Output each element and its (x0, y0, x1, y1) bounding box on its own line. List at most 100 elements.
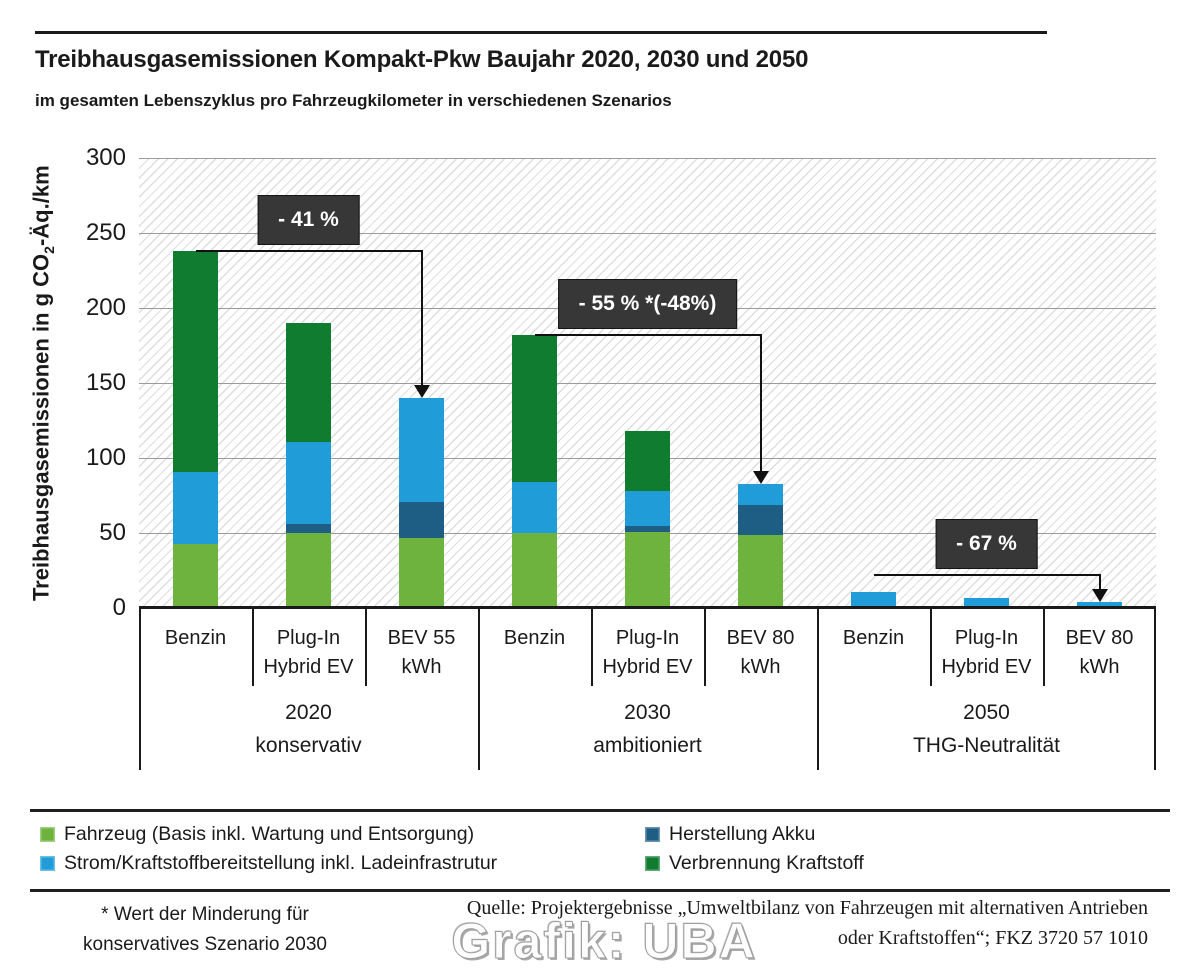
bar-segment-akku (399, 501, 444, 538)
gridline (139, 158, 1156, 159)
bar-segment-verbrennung (286, 323, 331, 442)
source-credit: Quelle: Projektergebnisse „Umweltbilanz … (378, 893, 1148, 953)
legend-item-verbrennung: Verbrennung Kraftstoff (645, 852, 1170, 875)
group-border-line (478, 608, 480, 770)
bar-segment-strom (625, 491, 670, 526)
source-line-2: oder Kraftstoffen“; FKZ 3720 57 1010 (837, 927, 1148, 949)
vehicle-label-line: Hybrid EV (941, 656, 1032, 678)
legend-swatch-strom (40, 856, 55, 871)
vehicle-divider-line (1043, 608, 1045, 686)
header-rule (35, 31, 1047, 34)
legend-separator-bottom (30, 889, 1170, 892)
scenario-label: 2030 ambitioniert (478, 686, 817, 770)
bar-segment-strom (738, 483, 783, 505)
legend-label: Verbrennung Kraftstoff (669, 852, 864, 874)
bar-segment-fahrzeug (173, 543, 218, 608)
vehicle-label: BEV 80 kWh (704, 608, 817, 686)
legend: Fahrzeug (Basis inkl. Wartung und Entsor… (40, 820, 1170, 878)
annotation-arrow-line (873, 574, 1101, 576)
legend-swatch-verbrennung (645, 856, 660, 871)
vehicle-label-line: Plug-In (954, 627, 1019, 649)
footnote-line-2: konservatives Szenario 2030 (83, 934, 327, 955)
y-tick-label: 300 (85, 144, 126, 171)
watermark: Grafik: UBA (451, 913, 757, 970)
vehicle-label-line: kWh (1079, 656, 1120, 678)
group-border-line (1154, 608, 1156, 770)
annotation-label: - 41 % (257, 195, 360, 245)
legend-separator-top (30, 809, 1170, 812)
gridline (139, 383, 1156, 384)
annotation-arrowhead (1091, 589, 1108, 602)
bar-segment-akku (738, 504, 783, 535)
bar-segment-verbrennung (625, 431, 670, 491)
vehicle-label-line: Benzin (503, 627, 566, 649)
bar-segment-strom (512, 482, 557, 533)
vehicle-divider-line (591, 608, 593, 686)
annotation-arrow-line (195, 250, 423, 252)
bar-segment-fahrzeug (512, 533, 557, 608)
scenario-label-line: 2020 (285, 701, 332, 724)
vehicle-label-line: kWh (401, 656, 442, 678)
scenario-label-line: ambitioniert (593, 734, 702, 757)
vehicle-label-line: Plug-In (615, 627, 680, 649)
x-axis-line (139, 606, 1156, 609)
vehicle-label: Plug-In Hybrid EV (930, 608, 1043, 686)
bar-segment-fahrzeug (738, 534, 783, 608)
vehicle-label: Plug-In Hybrid EV (591, 608, 704, 686)
bar-segment-fahrzeug (286, 533, 331, 608)
annotation-arrow-line (534, 334, 762, 336)
vehicle-label-line: Hybrid EV (602, 656, 693, 678)
bar-segment-fahrzeug (399, 537, 444, 608)
bar-segment-strom (286, 441, 331, 524)
group-border-line (139, 608, 141, 770)
scenario-label: 2050 THG-Neutralität (817, 686, 1156, 770)
chart-title: Treibhausgasemissionen Kompakt-Pkw Bauja… (35, 46, 809, 73)
vehicle-label-line: kWh (740, 656, 781, 678)
bar-segment-strom (1077, 602, 1122, 608)
legend-item-strom: Strom/Kraftstoffbereitstellung inkl. Lad… (40, 852, 645, 875)
vehicle-divider-line (252, 608, 254, 686)
vehicle-label: Plug-In Hybrid EV (252, 608, 365, 686)
legend-swatch-akku (645, 827, 660, 842)
vehicle-label-line: BEV 80 (1065, 627, 1134, 649)
vehicle-label-line: BEV 80 (726, 627, 795, 649)
bar-segment-strom (964, 597, 1009, 608)
y-tick-label: 50 (99, 519, 126, 546)
vehicle-label-line: Plug-In (276, 627, 341, 649)
bar-segment-verbrennung (512, 335, 557, 482)
annotation-arrow-line (420, 251, 423, 386)
bar-segment-akku (286, 524, 331, 533)
y-tick-label: 150 (85, 369, 126, 396)
bar-segment-strom (851, 591, 896, 608)
legend-item-akku: Herstellung Akku (645, 823, 1170, 846)
vehicle-label: Benzin (478, 608, 591, 686)
scenario-label-line: konservativ (255, 734, 362, 757)
y-tick-label: 0 (112, 594, 126, 621)
group-border-line (817, 608, 819, 770)
bar-segment-strom (399, 398, 444, 502)
vehicle-divider-line (704, 608, 706, 686)
vehicle-label-line: BEV 55 (387, 627, 456, 649)
vehicle-divider-line (365, 608, 367, 686)
y-tick-label: 250 (85, 219, 126, 246)
annotation-arrowhead (413, 385, 430, 398)
subscript-2: 2 (41, 245, 58, 254)
footnote-line-1: * Wert der Minderung für (101, 904, 309, 925)
source-line-1: Quelle: Projektergebnisse „Umweltbilanz … (466, 897, 1148, 919)
gridline (139, 233, 1156, 234)
legend-label: Fahrzeug (Basis inkl. Wartung und Entsor… (64, 823, 475, 845)
bar-segment-strom (173, 471, 218, 544)
vehicle-label: BEV 55 kWh (365, 608, 478, 686)
annotation-label: - 55 % *(-48%) (557, 279, 738, 329)
chart-subtitle: im gesamten Lebenszyklus pro Fahrzeugkil… (35, 91, 672, 110)
legend-swatch-fahrzeug (40, 827, 55, 842)
legend-item-fahrzeug: Fahrzeug (Basis inkl. Wartung und Entsor… (40, 823, 645, 846)
bar-segment-akku (625, 525, 670, 532)
y-tick-label: 200 (85, 294, 126, 321)
vehicle-label-line: Hybrid EV (263, 656, 354, 678)
vehicle-label: Benzin (817, 608, 930, 686)
y-tick-label: 100 (85, 444, 126, 471)
footnote: * Wert der Minderung für konservatives S… (20, 900, 390, 960)
vehicle-label-line: Benzin (164, 627, 227, 649)
